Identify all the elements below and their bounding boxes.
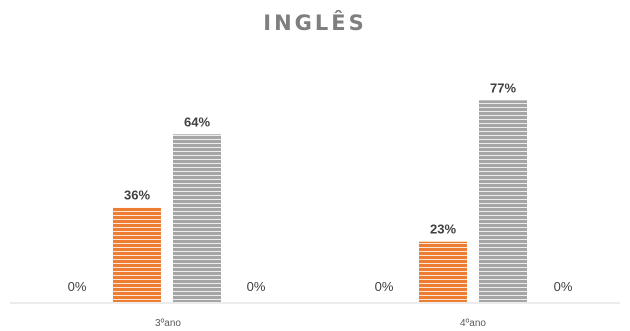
x-tick-label-4ºano: 4ºano	[460, 318, 486, 329]
chart-title: INGLÊS	[263, 10, 366, 35]
data-labels-layer: 0% 36% 64% 0% 0% 23% 77% 0%	[68, 80, 573, 294]
bar-3ºano-series-2	[113, 207, 161, 302]
x-tick-label-3ºano: 3ºano	[155, 318, 181, 329]
data-label-4ºano-series-2: 23%	[430, 222, 456, 237]
x-tick-labels: 3ºano 4ºano	[155, 318, 486, 329]
data-label-3ºano-series-2: 36%	[124, 188, 150, 203]
data-label-3ºano-series-4: 0%	[247, 279, 266, 294]
bar-4ºano-series-2	[419, 241, 467, 302]
data-label-3ºano-series-1: 0%	[68, 279, 87, 294]
bar-4ºano-series-3	[479, 100, 527, 302]
data-label-3ºano-series-3: 64%	[184, 114, 210, 129]
data-label-4ºano-series-3: 77%	[490, 80, 516, 95]
data-label-4ºano-series-4: 0%	[554, 279, 573, 294]
bar-3ºano-series-3	[173, 134, 221, 302]
bars-layer	[113, 100, 527, 302]
data-label-4ºano-series-1: 0%	[375, 279, 394, 294]
